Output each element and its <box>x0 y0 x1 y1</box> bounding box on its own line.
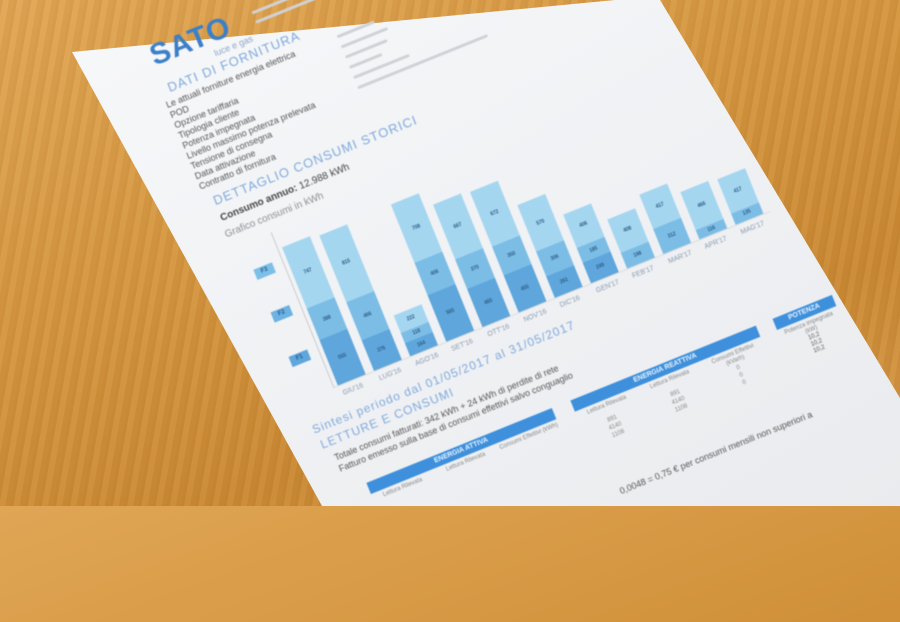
field-value <box>353 53 410 80</box>
bar-segment-F1: 565 <box>427 284 475 342</box>
month-label: NOV'16 <box>522 308 548 324</box>
document-content: SATO luce e gas DATI DI FORNITURA Le att… <box>145 0 900 620</box>
power-table: POTENZA Potenza impegnata (kW) 10,2 10,2… <box>772 294 851 365</box>
month-label: FEB'17 <box>631 264 655 280</box>
month-label: DIC'16 <box>558 294 582 310</box>
paper-sheet <box>72 0 900 506</box>
reactive-energy-table: ENERGIA REATTIVA Lettura Rilevata Lettur… <box>570 325 775 450</box>
month-label: APR'17 <box>703 235 728 251</box>
bar-segment-F3: 570 <box>517 193 564 252</box>
legend-f3: F3 <box>253 262 276 280</box>
legend-f1: F1 <box>288 349 312 368</box>
month-label: MAR'17 <box>667 249 693 266</box>
month-label: OTT'16 <box>486 323 511 339</box>
month-label: GIU'16 <box>341 382 365 397</box>
month-label: AGO'16 <box>414 351 440 368</box>
legend-f2: F2 <box>270 304 294 323</box>
bar-segment-F1: 555 <box>319 329 366 386</box>
month-label: GEN'17 <box>595 278 621 295</box>
month-label: SET'16 <box>450 338 475 354</box>
month-label: MAG'17 <box>739 220 766 237</box>
month-label: LUG'16 <box>378 366 403 383</box>
